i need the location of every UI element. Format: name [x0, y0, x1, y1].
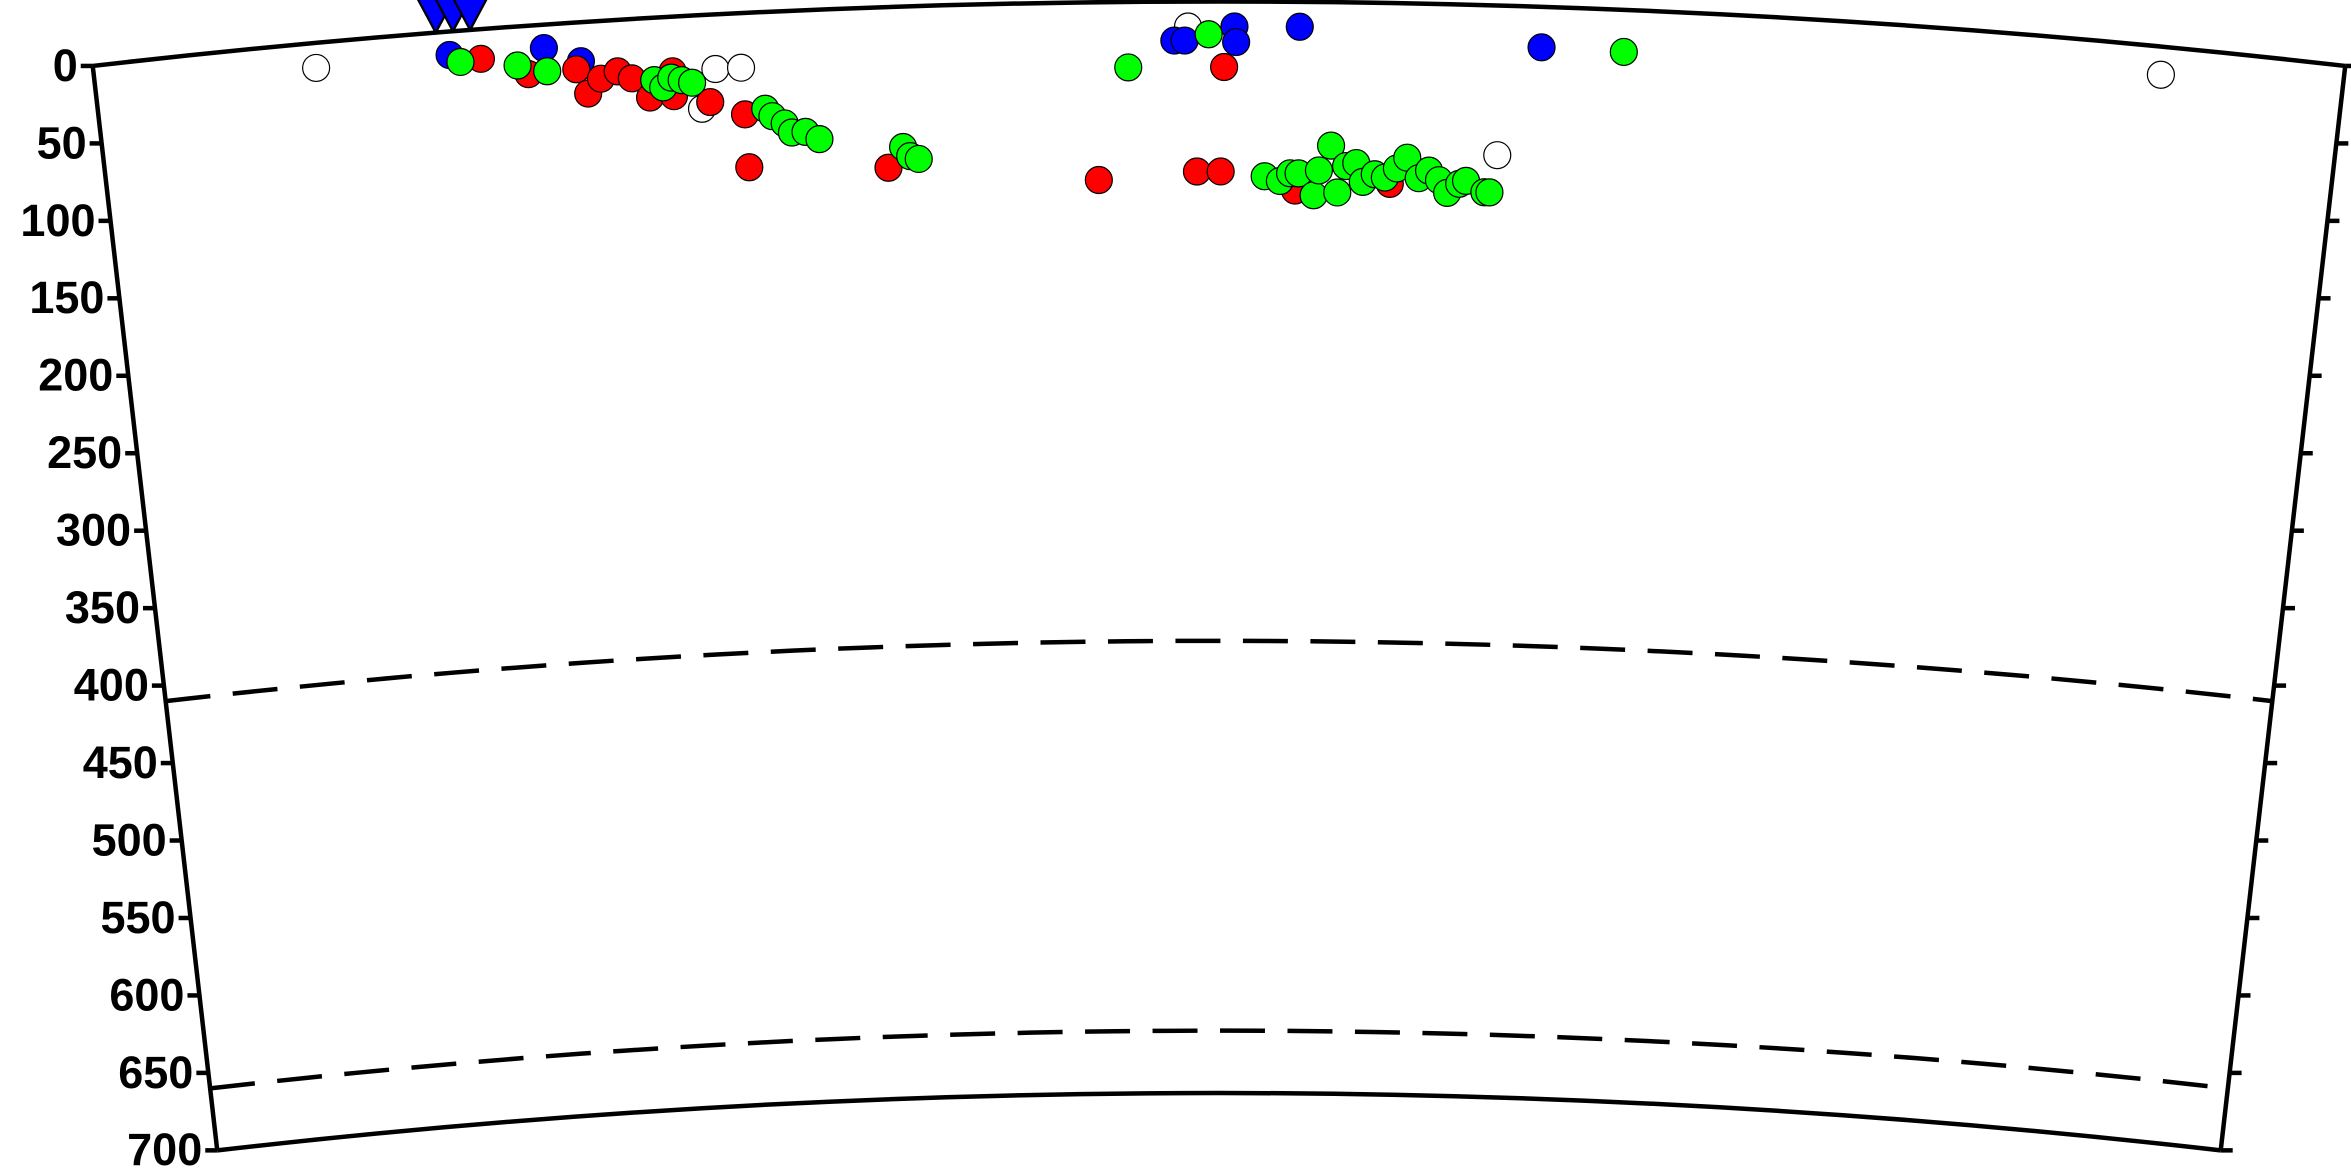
y-tick-label: 400 [74, 659, 149, 710]
event [1475, 178, 1504, 207]
y-tick-label: 100 [20, 195, 95, 246]
y-tick-label: 550 [100, 892, 175, 943]
event [533, 57, 562, 86]
event [726, 53, 756, 82]
discontinuity [165, 638, 2273, 704]
event [562, 55, 591, 84]
event [446, 47, 475, 77]
y-tick-label: 50 [37, 117, 87, 168]
y-tick-label: 250 [47, 427, 122, 478]
y-tick-label: 600 [109, 969, 184, 1020]
event [1210, 52, 1239, 82]
event [2146, 60, 2175, 89]
event [701, 54, 730, 84]
event [1114, 53, 1143, 82]
y-tick-label: 150 [29, 272, 104, 323]
y-tick-label: 650 [118, 1047, 193, 1098]
event [1170, 26, 1199, 55]
event [1304, 156, 1334, 185]
event [1483, 141, 1512, 170]
event [529, 33, 558, 63]
y-tick-label: 350 [65, 582, 140, 633]
frame-bottom [216, 1090, 2221, 1153]
y-tick-label: 200 [38, 350, 113, 401]
event [1609, 37, 1638, 67]
y-tick-label: 300 [56, 505, 131, 556]
event [1323, 178, 1352, 207]
event [677, 68, 707, 97]
event [302, 53, 331, 83]
event [1182, 157, 1212, 186]
discontinuity [209, 1028, 2229, 1091]
event [503, 51, 532, 80]
event [1194, 20, 1223, 49]
event [1299, 181, 1328, 210]
event [904, 144, 933, 174]
y-tick-label: 450 [83, 737, 158, 788]
event [874, 153, 903, 182]
y-tick-label: 0 [53, 40, 78, 91]
event [1316, 131, 1346, 160]
station [452, 0, 488, 33]
event [1084, 165, 1113, 195]
event [1222, 27, 1251, 57]
event [1206, 157, 1235, 186]
event [696, 87, 725, 117]
y-tick-label: 500 [92, 814, 167, 865]
event [805, 125, 834, 154]
frame-top [92, 0, 2346, 69]
event [1527, 33, 1556, 62]
event [735, 153, 764, 182]
event [1285, 12, 1314, 41]
y-tick-label: 700 [127, 1124, 202, 1172]
